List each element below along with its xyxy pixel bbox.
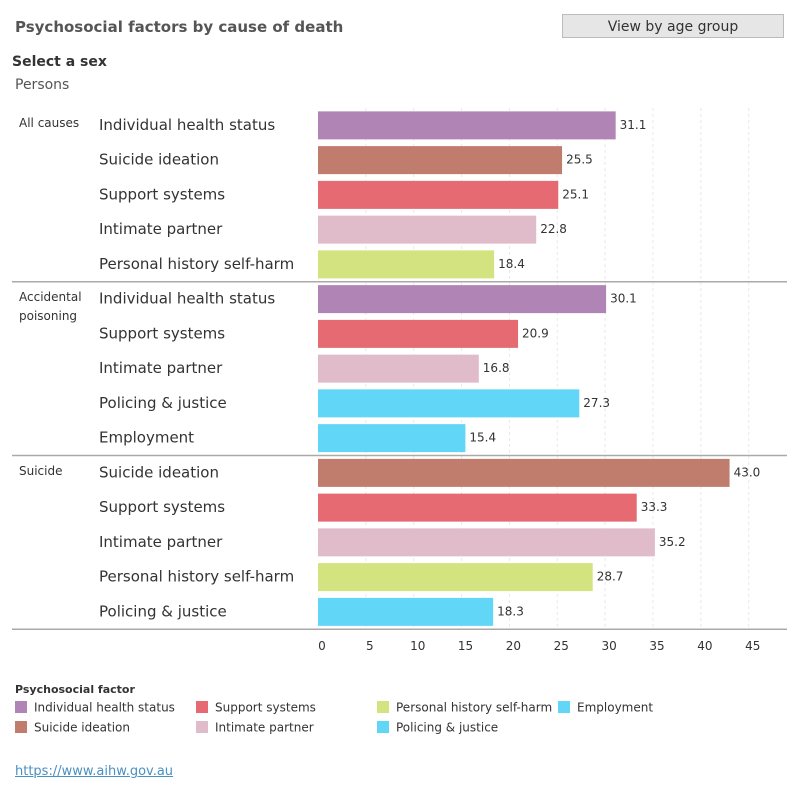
x-tick-label: 35	[649, 639, 664, 653]
category-label: Intimate partner	[99, 220, 223, 238]
legend-swatch	[15, 701, 27, 713]
category-label: Individual health status	[99, 290, 275, 308]
legend-label: Policing & justice	[396, 721, 498, 735]
x-tick-label: 30	[602, 639, 617, 653]
x-tick-label: 0	[318, 639, 326, 653]
category-label: Support systems	[99, 185, 225, 203]
category-label: Intimate partner	[99, 533, 223, 551]
legend-label: Suicide ideation	[34, 721, 130, 735]
value-label: 15.4	[469, 431, 496, 445]
category-label: Intimate partner	[99, 359, 223, 377]
legend-label: Individual health status	[34, 701, 175, 715]
x-tick-label: 20	[506, 639, 521, 653]
bar	[318, 597, 494, 626]
x-tick-label: 25	[554, 639, 569, 653]
category-label: Employment	[99, 429, 194, 447]
value-label: 35.2	[659, 535, 686, 549]
chart-title: Psychosocial factors by cause of death	[15, 18, 344, 36]
value-label: 22.8	[540, 222, 567, 236]
bar	[318, 111, 616, 140]
legend-swatch	[15, 721, 27, 733]
bar	[318, 285, 607, 314]
bar	[318, 493, 637, 522]
bar	[318, 180, 559, 209]
legend-label: Support systems	[215, 701, 316, 715]
source-link[interactable]: https://www.aihw.gov.au	[15, 764, 174, 779]
bar	[318, 389, 580, 418]
legend-label: Intimate partner	[215, 721, 314, 735]
category-label: Policing & justice	[99, 602, 227, 620]
category-label: Suicide ideation	[99, 463, 219, 481]
bar	[318, 563, 593, 592]
legend-swatch	[196, 721, 208, 733]
category-label: Suicide ideation	[99, 151, 219, 169]
category-label: Support systems	[99, 498, 225, 516]
value-label: 30.1	[610, 292, 637, 306]
group-label: All causes	[19, 116, 80, 130]
x-tick-label: 45	[745, 639, 760, 653]
value-label: 28.7	[597, 570, 624, 584]
group-label: Suicide	[19, 463, 63, 478]
legend-swatch	[377, 721, 389, 733]
bar	[318, 215, 537, 244]
value-label: 43.0	[734, 465, 761, 479]
legend-swatch	[377, 701, 389, 713]
bar	[318, 146, 563, 175]
x-tick-label: 40	[697, 639, 712, 653]
filter-label: Select a sex	[12, 54, 107, 70]
category-label: Support systems	[99, 324, 225, 342]
legend-title: Psychosocial factor	[15, 683, 135, 696]
category-label: Personal history self-harm	[99, 568, 294, 586]
bar	[318, 354, 479, 383]
x-tick-label: 10	[410, 639, 425, 653]
value-label: 25.5	[566, 153, 593, 167]
legend-label: Employment	[577, 701, 653, 715]
group-label: Accidental poisoning	[19, 289, 82, 323]
value-label: 27.3	[583, 396, 610, 410]
value-label: 20.9	[522, 326, 549, 340]
bar	[318, 528, 655, 557]
category-label: Policing & justice	[99, 394, 227, 412]
value-label: 18.3	[497, 604, 524, 618]
category-label: Individual health status	[99, 116, 275, 134]
x-tick-label: 5	[366, 639, 374, 653]
x-tick-label: 15	[458, 639, 473, 653]
value-label: 25.1	[562, 187, 589, 201]
category-label: Personal history self-harm	[99, 255, 294, 273]
legend-swatch	[196, 701, 208, 713]
value-label: 31.1	[620, 118, 647, 132]
bar	[318, 250, 495, 279]
bar	[318, 319, 519, 348]
bar	[318, 458, 730, 487]
view-button[interactable]: View by age group	[562, 14, 784, 38]
filter-value[interactable]: Persons	[15, 77, 70, 93]
legend-swatch	[558, 701, 570, 713]
legend-label: Personal history self-harm	[396, 701, 552, 715]
bar	[318, 424, 466, 453]
value-label: 33.3	[641, 500, 668, 514]
value-label: 16.8	[483, 361, 510, 375]
value-label: 18.4	[498, 257, 525, 271]
